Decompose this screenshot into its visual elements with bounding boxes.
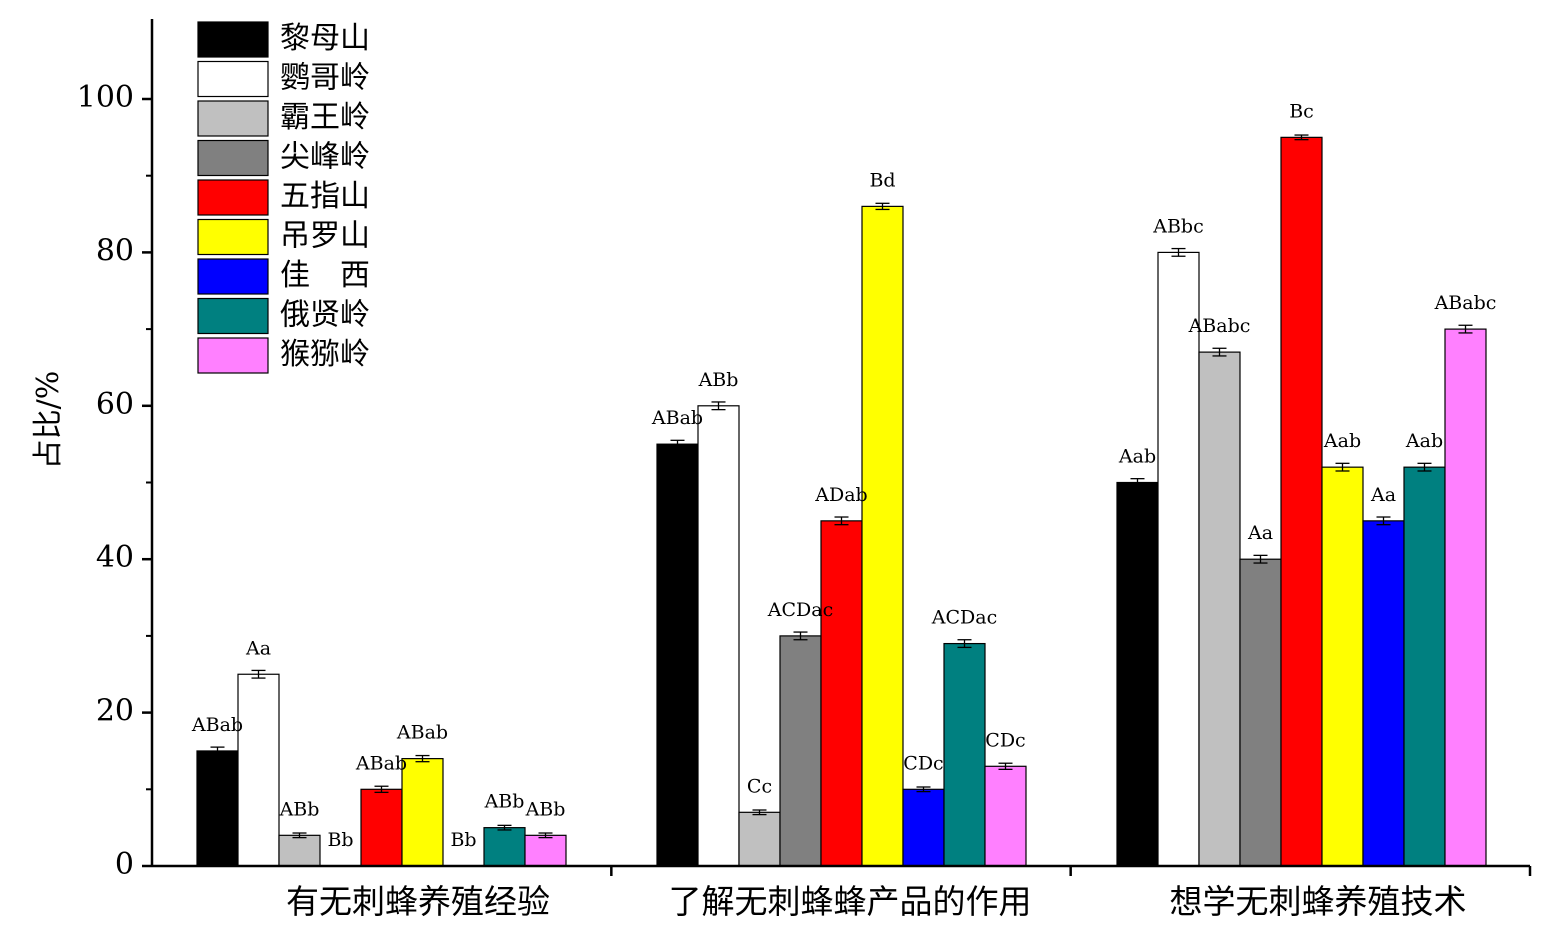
bar <box>1403 466 1446 867</box>
bar-data-label: Aab <box>1323 430 1361 452</box>
legend-swatch <box>197 179 269 216</box>
bar <box>483 827 526 867</box>
legend-swatch <box>197 21 269 58</box>
bars-layer <box>196 134 1487 867</box>
bar-data-label: Aa <box>1247 522 1273 544</box>
bar <box>1280 136 1323 867</box>
bar-data-label: ABab <box>396 722 448 744</box>
legend-label: 鹦哥岭 <box>280 61 370 96</box>
bar <box>1321 466 1364 867</box>
x-category-label: 了解无刺蜂蜂产品的作用 <box>669 882 1032 921</box>
y-ticks-layer: 0 20 40 60 80 100 <box>77 80 152 882</box>
bar-data-label: ABb <box>484 791 525 813</box>
bar <box>943 642 986 867</box>
x-category-label: 想学无刺蜂养殖技术 <box>1170 882 1467 921</box>
bar-data-label: ABbc <box>1152 215 1204 237</box>
bar-data-label: ABb <box>525 798 566 820</box>
y-tick-label: 40 <box>96 540 134 575</box>
bar <box>524 834 567 867</box>
y-tick-label: 80 <box>96 233 134 268</box>
bar <box>237 673 280 867</box>
legend-swatch <box>197 218 269 256</box>
legend-label: 五指山 <box>280 179 370 214</box>
bar-data-label: ABab <box>355 752 407 774</box>
x-category-label: 有无刺蜂养殖经验 <box>286 882 550 921</box>
bar <box>360 788 403 867</box>
bar-data-label: ABab <box>191 714 243 736</box>
bar-data-label: ABb <box>698 369 739 391</box>
bar-data-label: ABabc <box>1188 315 1251 337</box>
bar <box>697 405 740 867</box>
bar <box>1239 558 1282 867</box>
legend-swatch <box>197 258 269 295</box>
bar <box>401 758 444 867</box>
legend-label: 佳 西 <box>280 258 370 293</box>
bar-data-label: Aab <box>1118 446 1156 468</box>
y-tick-label: 20 <box>96 694 134 729</box>
y-tick-label: 60 <box>96 387 134 422</box>
bar-data-label: ABb <box>279 798 320 820</box>
bar-data-label: ABab <box>651 407 703 429</box>
bar <box>820 520 863 867</box>
bar <box>656 443 699 867</box>
bar <box>196 750 239 867</box>
bar <box>278 834 321 867</box>
legend-swatch <box>197 60 269 98</box>
legend-swatch <box>197 100 269 137</box>
y-axis-label: 占比/% <box>31 371 66 470</box>
bar-data-label: ACDac <box>767 599 833 621</box>
data-labels-layer: ABab ABab Aab Aa ABb ABbc ABb Cc ABabc Bb ACDac Aa A… <box>191 100 1497 851</box>
axes-layer <box>150 19 1530 868</box>
bar <box>1362 520 1405 867</box>
bar-data-label: Aab <box>1405 430 1443 452</box>
bar-data-label: Aa <box>245 637 271 659</box>
legend-label: 尖峰岭 <box>280 140 370 175</box>
legend-label: 黎母山 <box>280 21 370 56</box>
bar-data-label: ABabc <box>1434 292 1497 314</box>
bar-data-label: ACDac <box>931 607 997 629</box>
bar <box>738 811 781 867</box>
bar <box>902 788 945 867</box>
bar-data-label: CDc <box>985 729 1025 751</box>
bar <box>861 205 904 867</box>
legend-label: 吊罗山 <box>280 219 370 254</box>
bar-data-label: Bd <box>869 169 895 191</box>
bar <box>1444 328 1487 867</box>
legend-swatch <box>197 139 269 177</box>
legend-label: 霸王岭 <box>280 100 370 135</box>
bar-data-label: Bb <box>327 829 353 851</box>
legend-swatch <box>197 297 269 335</box>
bar <box>1198 351 1241 867</box>
bar-data-label: CDc <box>903 752 943 774</box>
legend-label: 猴猕岭 <box>280 337 370 372</box>
bar-data-label: Cc <box>747 775 772 797</box>
legend-swatch <box>197 337 269 374</box>
bar <box>1116 481 1159 867</box>
bar <box>779 635 822 867</box>
y-tick-label: 0 <box>115 847 134 882</box>
x-categories-layer: 有无刺蜂养殖经验 了解无刺蜂蜂产品的作用 想学无刺蜂养殖技术 <box>286 866 1532 921</box>
bar-data-label: ADab <box>814 484 867 506</box>
bar <box>1157 251 1200 867</box>
bar-data-label: Aa <box>1370 484 1396 506</box>
y-tick-label: 100 <box>77 80 134 115</box>
bar-data-label: Bc <box>1289 100 1314 122</box>
bar-data-label: Bb <box>450 829 476 851</box>
legend-label: 俄贤岭 <box>280 298 370 333</box>
bar <box>984 765 1027 867</box>
